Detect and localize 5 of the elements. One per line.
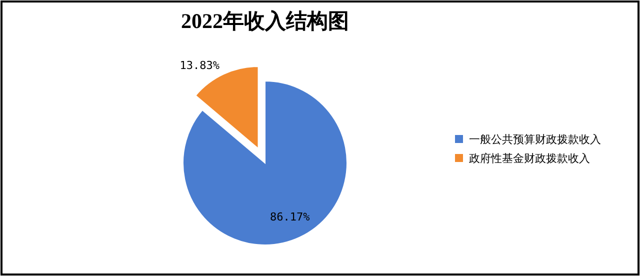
legend-label: 政府性基金财政拨款收入 bbox=[469, 152, 590, 165]
data-label: 13.83% bbox=[180, 59, 220, 72]
data-label: 86.17% bbox=[270, 210, 310, 224]
legend-label: 一般公共预算财政拨款收入 bbox=[469, 133, 601, 146]
chart-title: 2022年收入结构图 bbox=[181, 9, 349, 33]
